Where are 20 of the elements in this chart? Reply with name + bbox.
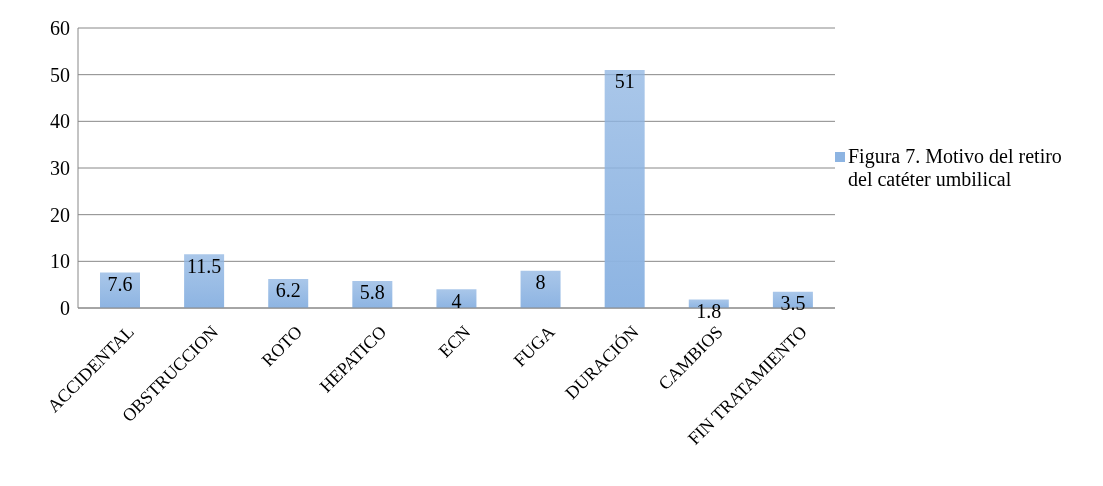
y-tick-label: 60 bbox=[50, 17, 70, 40]
y-tick-label: 10 bbox=[50, 250, 70, 273]
bar bbox=[604, 70, 645, 308]
data-label: 8 bbox=[535, 270, 546, 293]
data-label: 5.8 bbox=[359, 281, 385, 304]
data-label: 6.2 bbox=[275, 279, 301, 302]
data-label: 51 bbox=[614, 70, 635, 93]
data-label: 7.6 bbox=[107, 272, 133, 295]
y-tick-label: 40 bbox=[50, 110, 70, 133]
data-label: 4 bbox=[451, 289, 462, 312]
y-tick-label: 30 bbox=[50, 157, 70, 180]
y-tick-label: 0 bbox=[60, 297, 70, 320]
y-tick-label: 50 bbox=[50, 63, 70, 86]
data-label: 11.5 bbox=[186, 254, 222, 277]
bar bbox=[184, 254, 225, 308]
y-tick-label: 20 bbox=[50, 203, 70, 226]
bar bbox=[520, 270, 561, 308]
data-label: 3.5 bbox=[780, 291, 806, 314]
legend-label: Figura 7. Motivo del retiro del catéter umbilical bbox=[848, 145, 1063, 191]
data-label: 1.8 bbox=[696, 299, 722, 322]
